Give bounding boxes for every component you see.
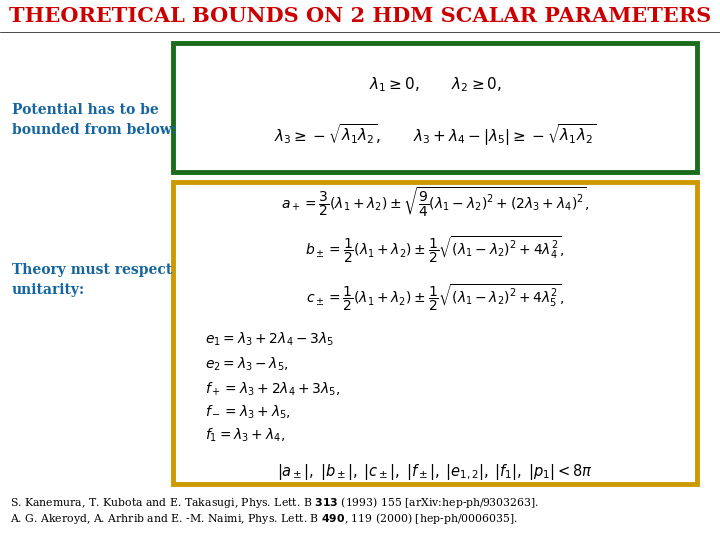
Text: $f_+ = \lambda_3 + 2\lambda_4 + 3\lambda_5,$: $f_+ = \lambda_3 + 2\lambda_4 + 3\lambda…: [205, 380, 341, 397]
Text: $e_1 = \lambda_3 + 2\lambda_4 - 3\lambda_5$: $e_1 = \lambda_3 + 2\lambda_4 - 3\lambda…: [205, 330, 334, 348]
Text: $\lambda_3 \geq -\sqrt{\lambda_1\lambda_2}, \qquad \lambda_3 + \lambda_4 - |\lam: $\lambda_3 \geq -\sqrt{\lambda_1\lambda_…: [274, 123, 596, 147]
Text: Theory must respect
unitarity:: Theory must respect unitarity:: [12, 263, 172, 297]
Text: THEORETICAL BOUNDS ON 2 HDM SCALAR PARAMETERS: THEORETICAL BOUNDS ON 2 HDM SCALAR PARAM…: [9, 6, 711, 26]
FancyBboxPatch shape: [173, 43, 697, 172]
Text: S. Kanemura, T. Kubota and E. Takasugi, Phys. Lett. B $\mathbf{313}$ (1993) 155 : S. Kanemura, T. Kubota and E. Takasugi, …: [10, 495, 539, 510]
Text: $|a_\pm|, \; |b_\pm|, \; |c_\pm|, \; |f_\pm|, \; |e_{1,2}|, \; |f_1|, \; |p_1| <: $|a_\pm|, \; |b_\pm|, \; |c_\pm|, \; |f_…: [277, 462, 593, 482]
Text: $a_+ = \dfrac{3}{2}(\lambda_1 + \lambda_2) \pm \sqrt{\dfrac{9}{4}(\lambda_1 - \l: $a_+ = \dfrac{3}{2}(\lambda_1 + \lambda_…: [281, 185, 590, 219]
Text: A. G. Akeroyd, A. Arhrib and E. -M. Naimi, Phys. Lett. B $\mathbf{490}$, 119 (20: A. G. Akeroyd, A. Arhrib and E. -M. Naim…: [10, 510, 518, 525]
Text: $e_2 = \lambda_3 - \lambda_5,$: $e_2 = \lambda_3 - \lambda_5,$: [205, 355, 289, 373]
Text: $f_- = \lambda_3 + \lambda_5,$: $f_- = \lambda_3 + \lambda_5,$: [205, 403, 291, 421]
Text: $b_\pm = \dfrac{1}{2}(\lambda_1 + \lambda_2) \pm \dfrac{1}{2}\sqrt{(\lambda_1 - : $b_\pm = \dfrac{1}{2}(\lambda_1 + \lambd…: [305, 235, 564, 265]
FancyBboxPatch shape: [173, 182, 697, 484]
Text: Potential has to be
bounded from below:: Potential has to be bounded from below:: [12, 103, 177, 137]
Text: $c_\pm = \dfrac{1}{2}(\lambda_1 + \lambda_2) \pm \dfrac{1}{2}\sqrt{(\lambda_1 - : $c_\pm = \dfrac{1}{2}(\lambda_1 + \lambd…: [306, 283, 564, 313]
Text: $f_1 = \lambda_3 + \lambda_4,$: $f_1 = \lambda_3 + \lambda_4,$: [205, 426, 285, 444]
Text: $\lambda_1 \geq 0, \qquad \lambda_2 \geq 0,$: $\lambda_1 \geq 0, \qquad \lambda_2 \geq…: [369, 76, 501, 94]
